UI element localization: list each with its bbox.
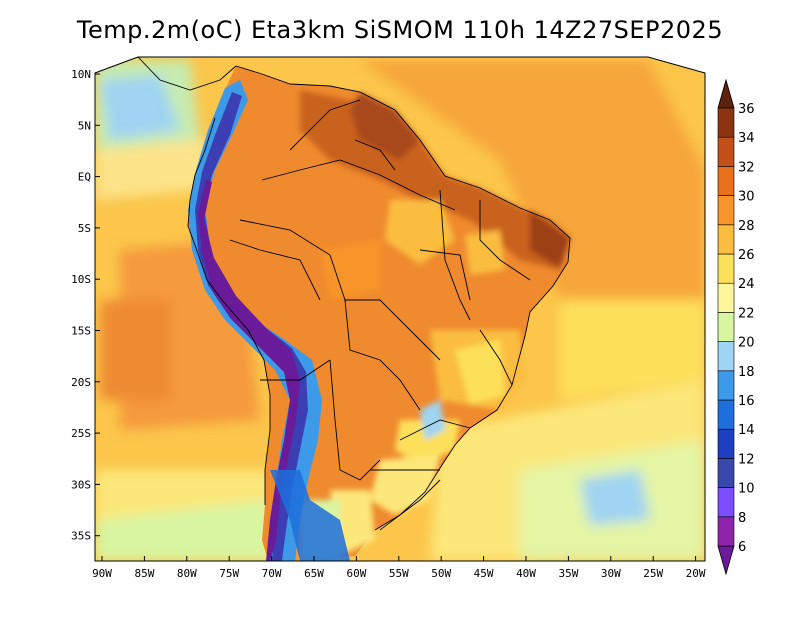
colorbar-label: 8 (738, 511, 746, 526)
country-borders (137, 57, 571, 531)
colorbar-band (717, 224, 735, 255)
colorbar-band (717, 487, 735, 518)
lon-tick-label: 20W (686, 567, 706, 580)
colorbar-min-arrow (717, 545, 735, 576)
colorbar-label: 10 (738, 482, 755, 497)
colorbar-label: 22 (738, 306, 755, 321)
lon-tick-label: 45W (474, 567, 494, 580)
colorbar-band (717, 136, 735, 167)
colorbar-band (717, 195, 735, 226)
lat-tick-label: EQ (78, 171, 91, 184)
colorbar-band (717, 312, 735, 342)
lat-tick-label: 10N (71, 68, 91, 81)
colorbar-label: 14 (738, 423, 755, 438)
map-title: Temp.2m(oC) Eta3km SiSMOM 110h 14Z27SEP2… (76, 16, 724, 44)
colorbar-band (717, 428, 735, 459)
lon-tick-label: 85W (134, 567, 154, 580)
colorbar-label: 28 (738, 219, 755, 234)
colorbar-band (717, 341, 735, 372)
colorbar-label: 18 (738, 365, 755, 380)
colorbar: 6 8 10 12 14 16 18 20 22 24 26 28 30 32 34 36 (717, 78, 755, 576)
colorbar-label: 36 (738, 102, 755, 117)
colorbar-band (717, 458, 735, 488)
lon-tick-label: 60W (346, 567, 366, 580)
lat-tick-label: 10S (71, 273, 91, 286)
colorbar-band (717, 166, 735, 196)
lat-tick-label: 25S (71, 427, 91, 440)
lat-tick-label: 15S (71, 325, 91, 338)
lat-tick-label: 5S (78, 222, 91, 235)
colorbar-max-arrow (717, 78, 735, 109)
map-frame (94, 56, 706, 562)
colorbar-label: 34 (738, 131, 755, 146)
colorbar-band (717, 253, 735, 284)
colorbar-label: 20 (738, 336, 755, 351)
colorbar-label: 12 (738, 452, 755, 467)
latitude-axis: 10N 5N EQ 5S 10S 15S 20S 25S 30S 35S (71, 68, 100, 543)
lon-tick-label: 50W (431, 567, 451, 580)
ocean-shading (95, 60, 705, 561)
colorbar-label: 30 (738, 190, 755, 205)
lon-tick-label: 80W (177, 567, 197, 580)
lon-tick-label: 40W (516, 567, 536, 580)
lon-tick-label: 70W (262, 567, 282, 580)
colorbar-band (717, 516, 735, 547)
lon-tick-label: 90W (92, 567, 112, 580)
lon-tick-label: 75W (219, 567, 239, 580)
colorbar-label: 26 (738, 248, 755, 263)
longitude-axis: 90W 85W 80W 75W 70W 65W 60W 55W 50W 45W 40W 35W 30W 2… (92, 556, 706, 580)
colorbar-label: 32 (738, 160, 755, 175)
lon-tick-label: 35W (558, 567, 578, 580)
lon-tick-label: 25W (643, 567, 663, 580)
lon-tick-label: 55W (389, 567, 409, 580)
colorbar-band (717, 370, 735, 401)
colorbar-band (717, 107, 735, 138)
lat-tick-label: 30S (71, 478, 91, 491)
landmass (188, 66, 570, 561)
colorbar-label: 24 (738, 277, 755, 292)
lat-tick-label: 20S (71, 376, 91, 389)
temperature-field (95, 57, 705, 561)
colorbar-band (717, 282, 735, 313)
lat-tick-label: 5N (78, 119, 91, 132)
colorbar-label: 16 (738, 394, 755, 409)
lat-tick-label: 35S (71, 530, 91, 543)
colorbar-band (717, 399, 735, 430)
lon-tick-label: 65W (304, 567, 324, 580)
lon-tick-label: 30W (601, 567, 621, 580)
colorbar-label: 6 (738, 540, 746, 555)
